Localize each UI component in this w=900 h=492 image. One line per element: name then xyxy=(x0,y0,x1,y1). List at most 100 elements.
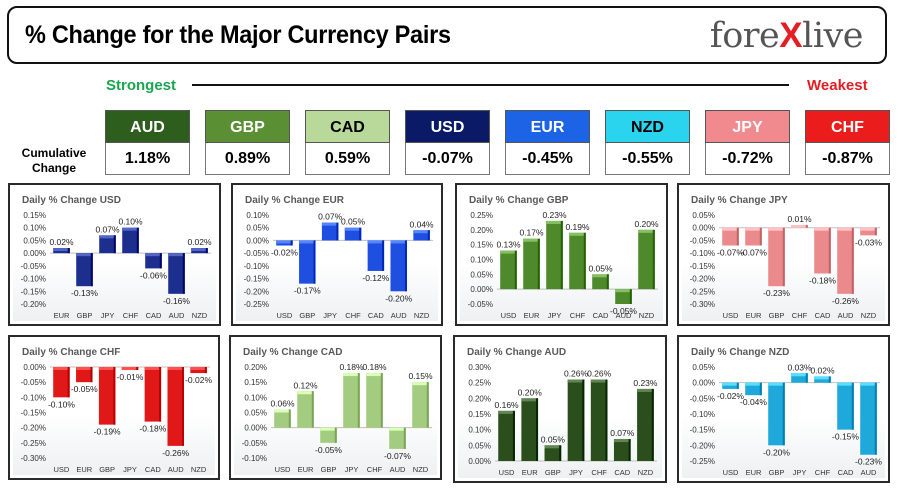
bar-jpy xyxy=(546,220,563,290)
bar-aud xyxy=(167,367,184,446)
data-label: 0.05% xyxy=(341,217,366,227)
y-tick-label: 0.10% xyxy=(23,224,46,233)
data-label: 0.26% xyxy=(564,369,589,379)
bar-eur xyxy=(53,248,70,254)
data-label: -0.02% xyxy=(185,375,212,385)
chart-nzd: Daily % Change NZD -0.25% -0.20% -0.15% -0.1… xyxy=(690,347,883,477)
bar-side xyxy=(204,367,207,374)
bar-face xyxy=(745,227,762,246)
y-tick-label: -0.20% xyxy=(21,424,46,433)
bar-face xyxy=(367,240,385,271)
x-tick-label: JPY xyxy=(323,311,337,320)
y-tick-label: 0.00% xyxy=(246,236,269,245)
bar-cap xyxy=(390,240,407,244)
bar-face xyxy=(299,240,316,284)
data-label: -0.23% xyxy=(855,457,882,467)
bar-side xyxy=(380,373,383,428)
y-tick-label: 0.05% xyxy=(468,441,491,450)
bar-jpy xyxy=(343,373,360,428)
bar-side xyxy=(851,382,854,430)
bar-side xyxy=(782,227,785,287)
bar-face xyxy=(546,220,563,290)
data-label: 0.04% xyxy=(410,219,435,229)
bar-face xyxy=(99,235,116,254)
data-label: 0.18% xyxy=(339,362,364,372)
bar-cap xyxy=(343,373,360,377)
bar-cap xyxy=(412,382,429,386)
bar-cap xyxy=(299,240,316,244)
bar-side xyxy=(67,248,70,254)
y-tick-label: 0.15% xyxy=(468,410,491,419)
bar-cap xyxy=(121,367,139,370)
bar-gbp xyxy=(76,253,93,287)
bar-side xyxy=(313,240,316,284)
bar-side xyxy=(90,253,93,287)
y-tick-label: -0.10% xyxy=(244,262,269,271)
bar-cap xyxy=(722,382,739,386)
bar-cap xyxy=(590,379,608,383)
bar-cap xyxy=(53,367,70,370)
currency-code: CHF xyxy=(805,110,890,143)
x-tick-label: CHF xyxy=(123,311,139,320)
bar-cad xyxy=(814,227,831,274)
currency-tile-4: USD -0.07% xyxy=(405,110,490,175)
bar-side xyxy=(512,410,515,461)
bar-eur xyxy=(745,227,762,246)
y-tick-label: -0.05% xyxy=(21,378,46,387)
bar-nzd xyxy=(190,367,207,374)
currency-cumulative-value: 1.18% xyxy=(105,143,190,175)
data-label: 0.02% xyxy=(49,237,74,247)
chart-jpy: Daily % Change JPY -0.30% -0.25% -0.20% -0.1… xyxy=(690,195,883,320)
bar-side xyxy=(113,235,116,254)
bar-cad xyxy=(613,439,631,461)
data-label: 0.20% xyxy=(518,387,543,397)
bar-face xyxy=(274,409,291,428)
bar-cap xyxy=(837,227,854,231)
x-tick-label: NZD xyxy=(861,311,877,320)
cumulative-change-label: Cumulative Change xyxy=(21,146,87,175)
x-tick-label: CHF xyxy=(792,311,808,320)
bar-cap xyxy=(615,289,632,293)
y-tick-label: -0.20% xyxy=(690,441,715,450)
bar-side xyxy=(426,382,429,428)
data-label: 0.16% xyxy=(495,400,520,410)
bar-face xyxy=(837,382,854,430)
bar-face xyxy=(389,427,406,449)
data-label: -0.26% xyxy=(832,296,859,306)
bar-cap xyxy=(791,373,808,377)
x-tick-label: EUR xyxy=(524,311,540,320)
y-tick-label: 0.25% xyxy=(470,211,493,220)
x-tick-label: USD xyxy=(499,468,515,477)
bar-face xyxy=(321,222,339,241)
bar-side xyxy=(334,427,337,443)
data-label: 0.02% xyxy=(187,237,212,247)
data-label: -0.19% xyxy=(94,427,121,437)
bar-side xyxy=(759,382,762,396)
bar-face xyxy=(366,373,383,428)
bar-face xyxy=(615,289,632,304)
y-tick-label: 0.05% xyxy=(244,409,267,418)
bar-side xyxy=(736,227,739,246)
data-label: 0.10% xyxy=(118,217,143,227)
data-label: -0.01% xyxy=(117,372,144,382)
x-tick-label: GBP xyxy=(545,468,561,477)
data-label: 0.15% xyxy=(408,371,433,381)
y-tick-label: 0.05% xyxy=(692,363,715,372)
y-tick-label: 0.00% xyxy=(692,224,715,233)
data-label: -0.17% xyxy=(294,286,321,296)
x-tick-label: JPY xyxy=(569,468,583,477)
data-label: -0.12% xyxy=(362,273,389,283)
data-label: -0.18% xyxy=(809,275,836,285)
chart-title: Daily % Change GBP xyxy=(469,195,569,206)
bar-cap xyxy=(745,382,762,386)
bar-cap xyxy=(76,253,93,257)
x-tick-label: USD xyxy=(275,465,291,474)
bar-face xyxy=(144,367,162,422)
x-tick-label: AUD xyxy=(616,311,632,320)
y-tick-label: 0.00% xyxy=(470,285,493,294)
bar-face xyxy=(167,367,184,446)
bar-eur xyxy=(745,382,762,396)
data-label: -0.07% xyxy=(740,248,767,258)
x-tick-label: CHF xyxy=(345,311,361,320)
bar-cap xyxy=(76,367,93,370)
